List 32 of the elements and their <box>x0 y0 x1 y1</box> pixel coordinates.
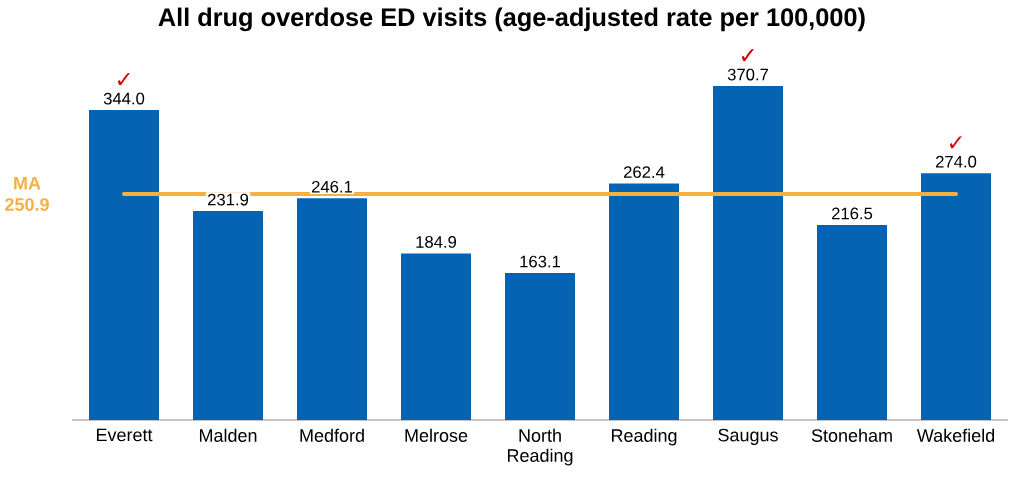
bar <box>297 198 367 420</box>
data-label: 370.7 <box>727 68 769 81</box>
data-label: 344.0 <box>103 92 145 105</box>
x-tick-label: Reading <box>611 428 677 446</box>
data-label: 184.9 <box>416 236 457 248</box>
annotation: ✓ <box>117 73 130 86</box>
bar <box>505 273 576 420</box>
data-label: 274.0 <box>935 155 977 168</box>
bar <box>921 173 992 420</box>
annotation: ✓ <box>949 136 962 149</box>
bar <box>89 110 159 420</box>
x-tick-label: North Reading <box>507 428 573 466</box>
data-label: 246.1 <box>311 180 353 193</box>
ref-line-label: MA 250.9 <box>5 177 49 211</box>
x-tick-label: Wakefield <box>916 428 995 442</box>
bar <box>817 224 888 420</box>
chart-title: All drug overdose ED visits (age-adjusted rate per 100,000) <box>158 7 865 32</box>
data-label: 262.4 <box>623 166 665 179</box>
data-label: 216.5 <box>831 207 873 220</box>
annotation: ✓ <box>741 49 754 62</box>
x-tick-label: Melrose <box>405 428 468 442</box>
x-tick-label: Malden <box>199 428 257 442</box>
x-tick-label: Stoneham <box>811 428 892 442</box>
x-tick-label: Medford <box>300 428 364 442</box>
bar <box>401 253 472 420</box>
bar <box>713 86 784 420</box>
x-tick-label: Everett <box>96 428 153 442</box>
data-label: 231.9 <box>207 193 249 206</box>
data-label: 163.1 <box>520 255 561 268</box>
bar <box>609 183 680 420</box>
x-tick-label: Saugus <box>718 428 778 446</box>
bar <box>193 211 264 420</box>
